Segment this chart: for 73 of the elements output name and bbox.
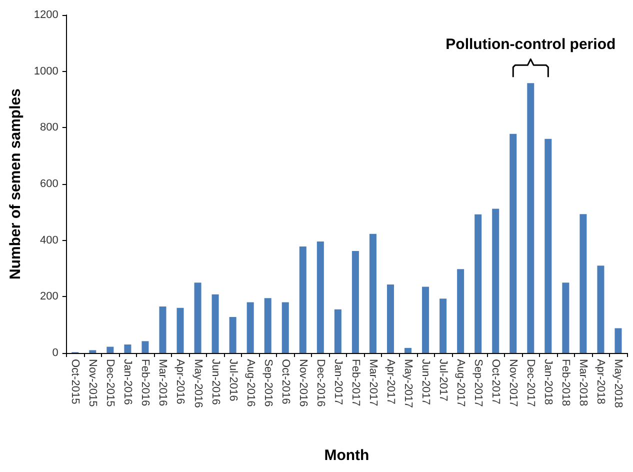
- bar: [492, 208, 500, 353]
- x-tick-label: Mar-2017: [366, 359, 379, 406]
- y-tick-label: 0: [52, 347, 58, 359]
- bar: [316, 241, 324, 353]
- x-tick-label: Sep-2016: [262, 359, 274, 407]
- y-tick-label: 1000: [34, 65, 58, 78]
- bar: [106, 346, 114, 353]
- x-tick-label: Nov-2017: [507, 359, 520, 407]
- bar: [457, 269, 464, 353]
- x-tick-label: Jan-2017: [332, 359, 344, 405]
- annotation: Pollution-control period: [446, 36, 616, 54]
- bar: [422, 286, 430, 353]
- x-tick-label: Aug-2017: [454, 359, 467, 407]
- bar: [89, 350, 96, 353]
- bar: [614, 328, 622, 353]
- y-tick-label: 600: [40, 178, 58, 190]
- x-tick-label: Jul-2017: [437, 359, 450, 402]
- bar: [369, 234, 376, 353]
- bar: [176, 308, 184, 353]
- x-tick-label: Sep-2017: [472, 359, 484, 407]
- x-tick-label: Feb-2016: [139, 359, 152, 406]
- bar: [562, 282, 570, 353]
- bar: [229, 316, 236, 353]
- x-tick-label: Dec-2016: [314, 359, 326, 407]
- bar: [352, 251, 359, 353]
- bar: [334, 309, 342, 353]
- x-tick-label: Jun-2017: [420, 359, 432, 405]
- x-tick-label: Dec-2017: [524, 359, 537, 407]
- bar: [386, 284, 394, 353]
- x-tick-label: Feb-2018: [560, 359, 572, 406]
- x-tick-label: Jul-2016: [226, 359, 239, 402]
- x-tick-label: Nov-2015: [86, 359, 99, 407]
- y-tick-label: 200: [40, 290, 58, 303]
- x-tick-label: Nov-2016: [296, 359, 309, 407]
- x-tick-label: Apr-2016: [174, 359, 186, 404]
- x-tick-label: Jun-2016: [209, 359, 222, 405]
- bar: [404, 348, 412, 353]
- bar: [159, 306, 166, 353]
- bar: [282, 302, 289, 353]
- bar: [124, 344, 132, 353]
- x-tick-label: Apr-2018: [594, 359, 607, 404]
- x-tick-label: Mar-2016: [156, 359, 169, 406]
- y-tick-label: 400: [40, 234, 58, 246]
- bar: [597, 266, 604, 353]
- x-tick-label: Oct-2016: [279, 359, 292, 404]
- bar: [264, 298, 272, 353]
- bar: [474, 214, 482, 353]
- x-tick-label: Mar-2018: [577, 359, 590, 406]
- bar: [299, 246, 306, 353]
- x-tick-label: May-2018: [612, 359, 624, 408]
- x-axis-title: Month: [324, 447, 370, 464]
- bar: [440, 298, 447, 353]
- bar: [212, 294, 219, 353]
- bar: [142, 341, 149, 353]
- bar: [527, 83, 534, 353]
- x-tick-label: Jan-2018: [542, 359, 554, 405]
- x-tick-label: May-2017: [402, 359, 414, 408]
- bar: [544, 138, 552, 353]
- bar: [194, 282, 202, 353]
- x-tick-label: Dec-2015: [104, 359, 116, 407]
- x-tick-label: Oct-2017: [490, 359, 502, 404]
- x-tick-label: Feb-2017: [349, 359, 362, 406]
- x-tick-label: Aug-2016: [244, 359, 256, 407]
- y-tick-label: 800: [40, 122, 58, 134]
- bar: [580, 214, 587, 353]
- x-tick-label: Oct-2015: [69, 359, 82, 404]
- x-tick-label: Jan-2016: [122, 359, 134, 405]
- x-tick-label: May-2016: [192, 359, 204, 408]
- y-tick-label: 1200: [34, 9, 58, 21]
- bar: [246, 302, 254, 353]
- bar: [510, 134, 517, 353]
- y-axis-title: Number of semen samples: [7, 88, 24, 280]
- x-tick-label: Apr-2017: [384, 359, 396, 404]
